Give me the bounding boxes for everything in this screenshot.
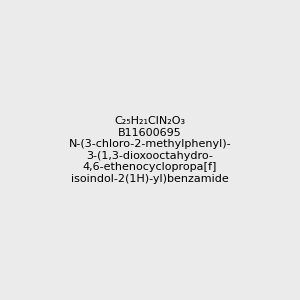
Text: C₂₅H₂₁ClN₂O₃
B11600695
N-(3-chloro-2-methylphenyl)-
3-(1,3-dioxooctahydro-
4,6-e: C₂₅H₂₁ClN₂O₃ B11600695 N-(3-chloro-2-met… [69, 116, 231, 184]
